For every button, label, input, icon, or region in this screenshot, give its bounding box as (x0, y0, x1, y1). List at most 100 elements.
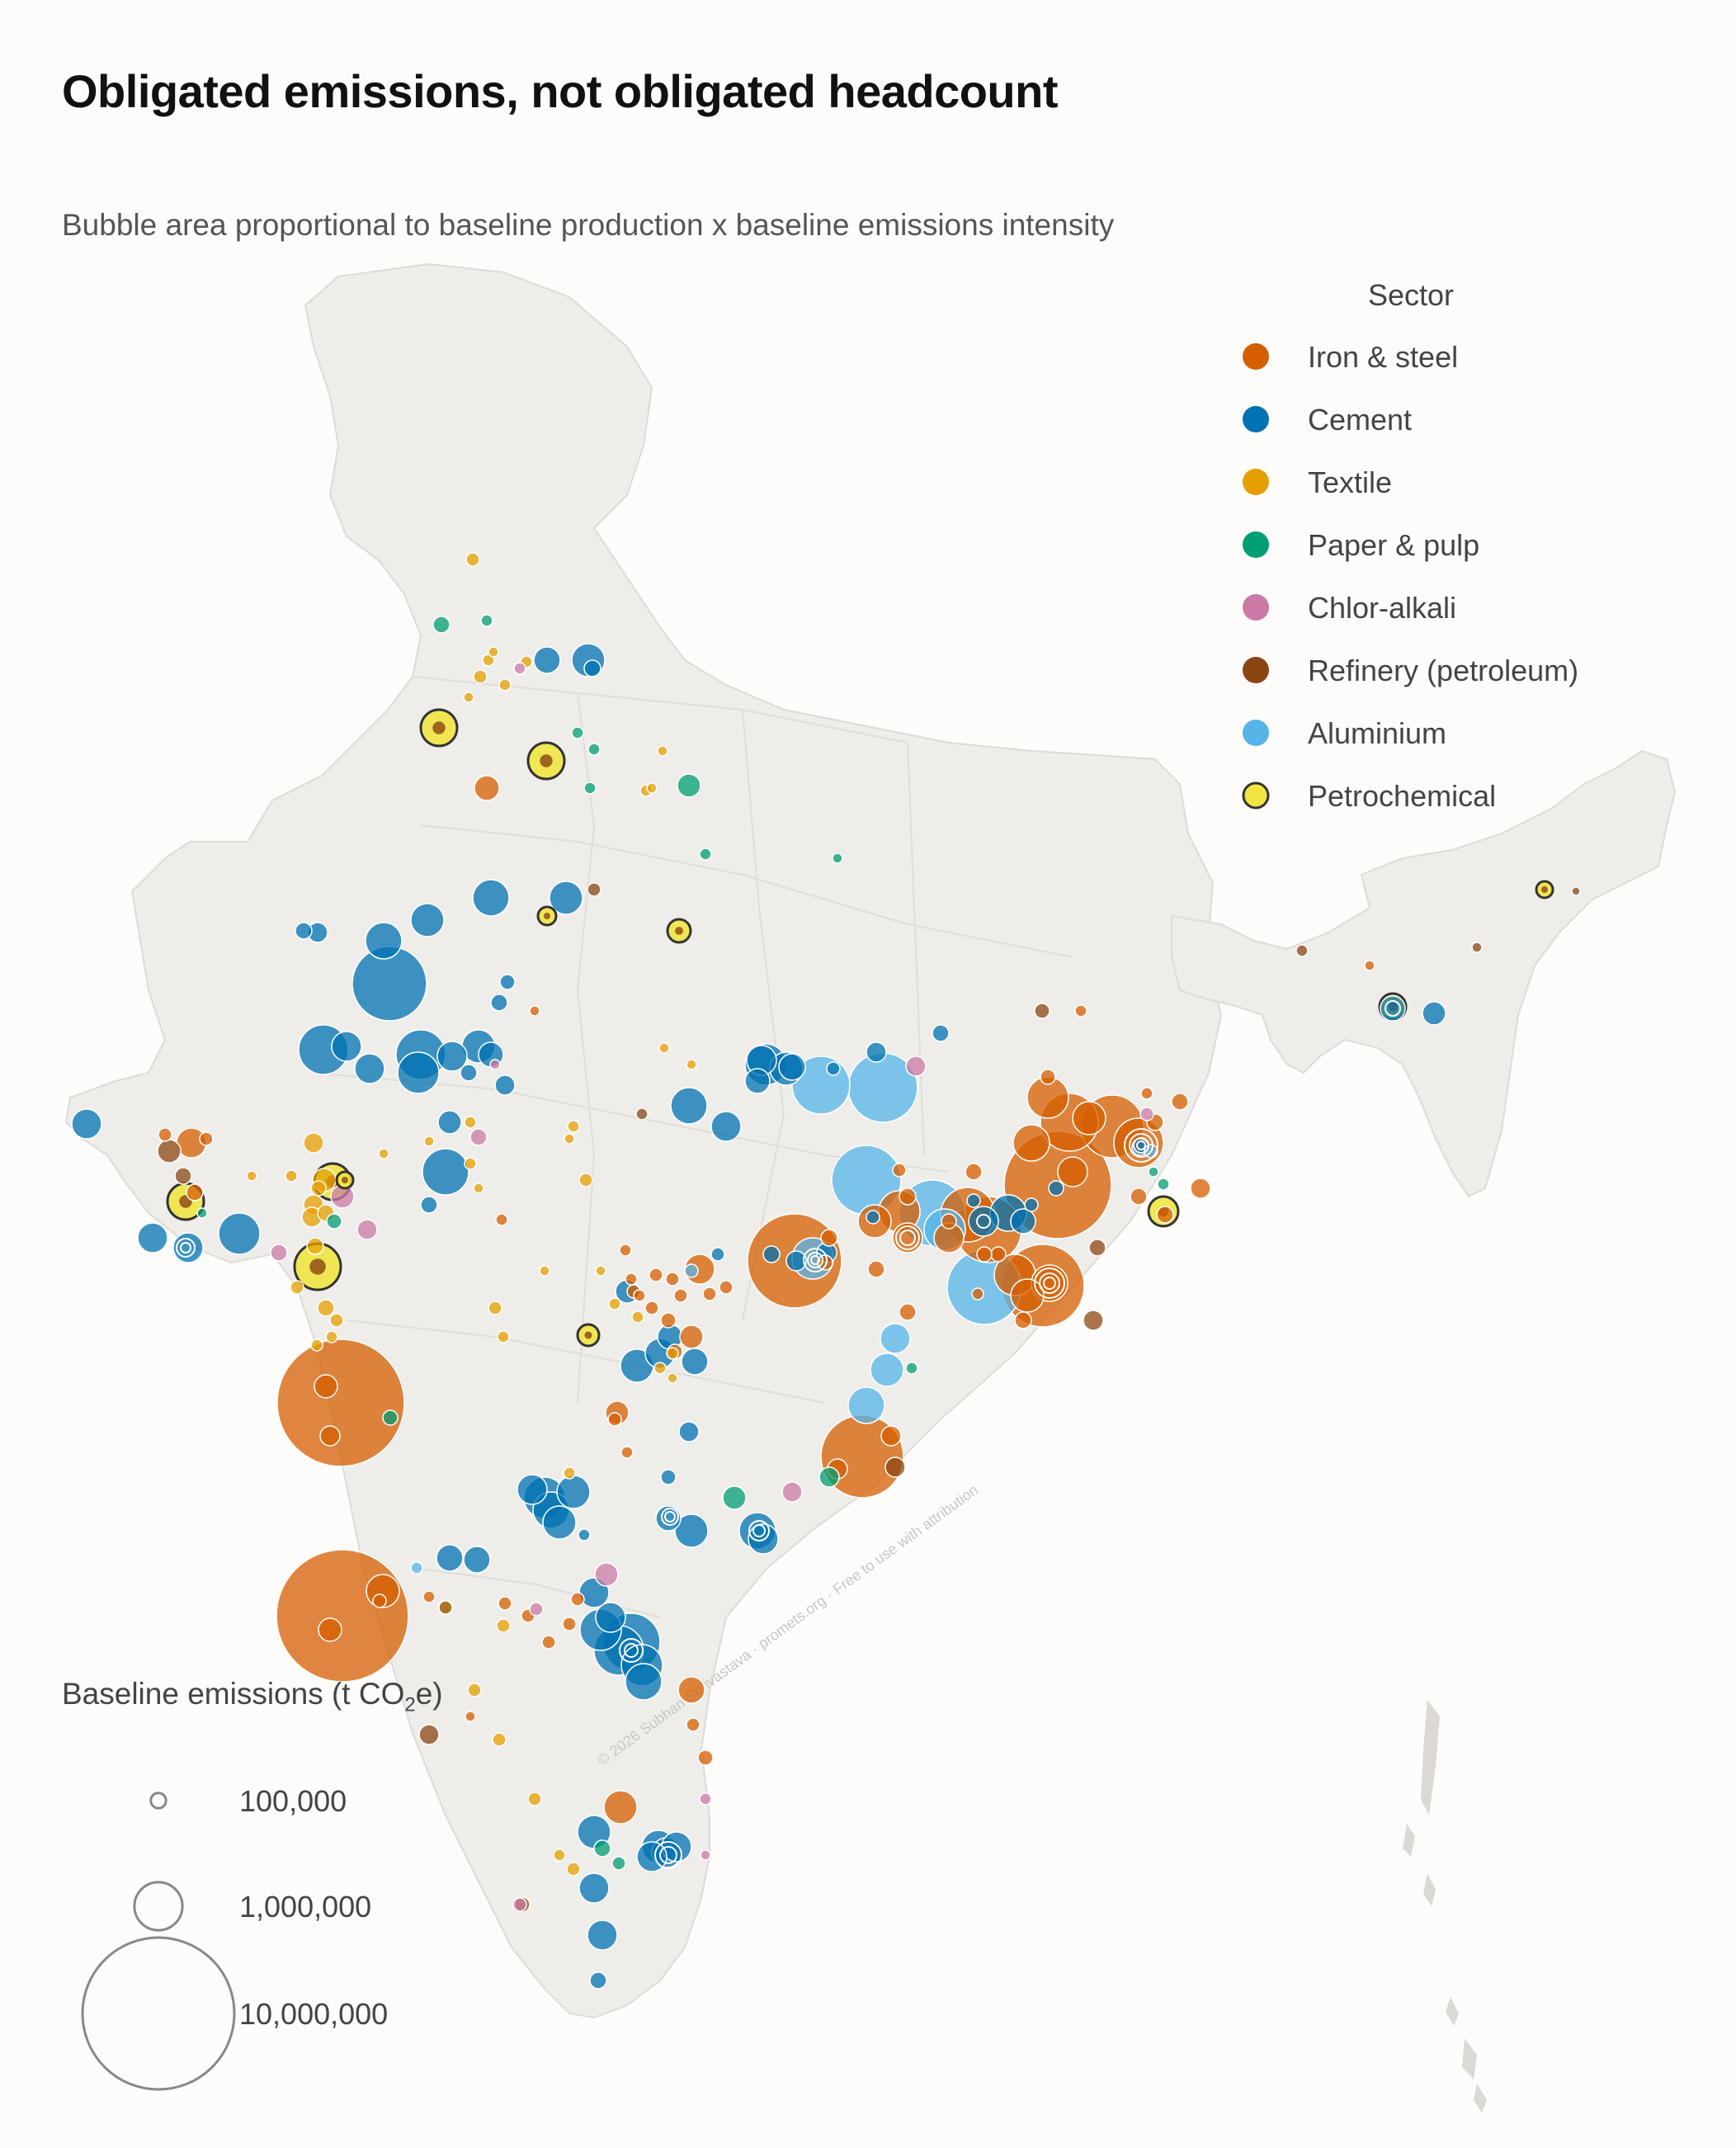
sector-legend-swatch (1243, 531, 1269, 558)
facility-bubble (1034, 1003, 1050, 1019)
facility-bubble (781, 1481, 803, 1503)
facility-bubble-ring (1129, 1133, 1153, 1158)
facility-bubble (660, 1469, 677, 1485)
facility-bubble (699, 1792, 712, 1806)
facility-bubble (463, 1546, 491, 1574)
facility-bubble-ring (752, 1524, 766, 1537)
facility-bubble (892, 1222, 923, 1253)
facility-bubble (658, 1042, 670, 1054)
facility-bubble (674, 1513, 709, 1548)
facility-bubble (744, 1068, 771, 1094)
facility-bubble (1048, 1180, 1064, 1197)
facility-bubble (325, 1330, 338, 1343)
facility-bubble (356, 1219, 378, 1240)
sector-legend-label: Iron & steel (1308, 340, 1458, 374)
sector-legend-swatch (1243, 720, 1269, 746)
india-mainland-shape (64, 262, 1223, 2019)
facility-bubble (1295, 944, 1309, 957)
facility-bubble (71, 1108, 102, 1140)
facility-bubble (310, 1338, 323, 1352)
facility-bubble (657, 745, 668, 757)
facility-bubble (495, 1213, 508, 1226)
facility-bubble (587, 1919, 618, 1951)
facility-bubble (675, 927, 683, 935)
sector-legend-label: Refinery (petroleum) (1308, 654, 1578, 687)
facility-bubble (473, 669, 488, 684)
facility-bubble (965, 1163, 983, 1181)
facility-bubble (533, 646, 561, 674)
facility-bubble (603, 1790, 638, 1825)
facility-bubble (1171, 1093, 1189, 1111)
sector-legend-swatch (1243, 657, 1269, 683)
facility-bubble (589, 1971, 607, 1990)
facility-bubble (438, 1600, 453, 1615)
facility-bubble (420, 1196, 438, 1214)
facility-bubble (1024, 1197, 1039, 1212)
facility-bubble (719, 1280, 734, 1295)
facility-bubble (1083, 1310, 1104, 1331)
facility-bubble (578, 1173, 593, 1187)
size-legend-circle (149, 1792, 167, 1810)
facility-bubble (529, 1005, 540, 1017)
facility-bubble (372, 1593, 387, 1608)
facility-bubble (681, 1348, 709, 1376)
size-legend: 100,000 1,000,000 10,000,000 (81, 1784, 388, 2091)
facility-bubble (342, 1177, 348, 1183)
map-title: Obligated emissions, not obligated headc… (62, 65, 1059, 117)
facility-bubble (410, 1561, 423, 1574)
facility-bubble (710, 1111, 742, 1142)
facility-bubble (295, 922, 313, 940)
sector-legend-label: Paper & pulp (1308, 528, 1479, 562)
facility-bubble (892, 1163, 907, 1178)
facility-bubble-ring (1136, 1140, 1146, 1150)
facility-bubble (460, 1064, 478, 1082)
facility-bubble (542, 1505, 577, 1540)
sector-legend-swatch (1243, 343, 1269, 370)
facility-bubble-ring (180, 1242, 191, 1253)
facility-bubble (571, 726, 584, 739)
facility-bubble (976, 1246, 993, 1263)
facility-bubble (932, 1024, 950, 1042)
facility-bubble (172, 1232, 204, 1263)
facility-bubble (1380, 995, 1406, 1022)
facility-bubble (469, 1128, 488, 1146)
facility-bubble (498, 1596, 512, 1611)
size-legend-label: 100,000 (239, 1784, 347, 1818)
facility-bubbles (71, 552, 1581, 1990)
facility-bubble-ring (659, 1846, 677, 1864)
facility-bubble (686, 1717, 701, 1732)
facility-bubble (303, 1132, 324, 1154)
facility-bubble (1040, 1069, 1056, 1085)
facility-bubble (655, 1505, 682, 1532)
facility-bubble-ring (1039, 1272, 1060, 1294)
facility-bubble (666, 1347, 679, 1360)
facility-bubble (566, 1862, 581, 1877)
facility-bubble (527, 1792, 542, 1806)
facility-bubble (1140, 1087, 1153, 1100)
facility-bubble (465, 552, 480, 567)
facility-bubble (158, 1127, 172, 1142)
facility-bubble (490, 994, 508, 1012)
facility-bubble-ring (895, 1225, 920, 1250)
facility-bubble (378, 1148, 389, 1159)
sector-legend-label: Chlor-alkali (1308, 591, 1456, 625)
facility-bubble (290, 1280, 304, 1295)
facility-bubble (820, 1229, 838, 1247)
facility-bubble-ring (1385, 1000, 1401, 1017)
facility-bubble (832, 852, 843, 864)
facility-bubble (517, 1474, 548, 1505)
facility-bubble (174, 1167, 192, 1185)
facility-bubble (905, 1055, 927, 1077)
facility-bubble (306, 1237, 324, 1255)
facility-bubble (529, 1602, 544, 1617)
facility-bubble (684, 1263, 699, 1278)
facility-bubble-ring (807, 1252, 823, 1268)
sector-legend-label: Cement (1308, 403, 1412, 437)
facility-bubble (1012, 1124, 1050, 1162)
size-legend-circle (81, 1936, 236, 2091)
facility-bubble (649, 1268, 663, 1282)
facility-bubble (539, 1265, 550, 1277)
facility-bubble (549, 880, 583, 915)
facility-bubble (1088, 1239, 1106, 1257)
